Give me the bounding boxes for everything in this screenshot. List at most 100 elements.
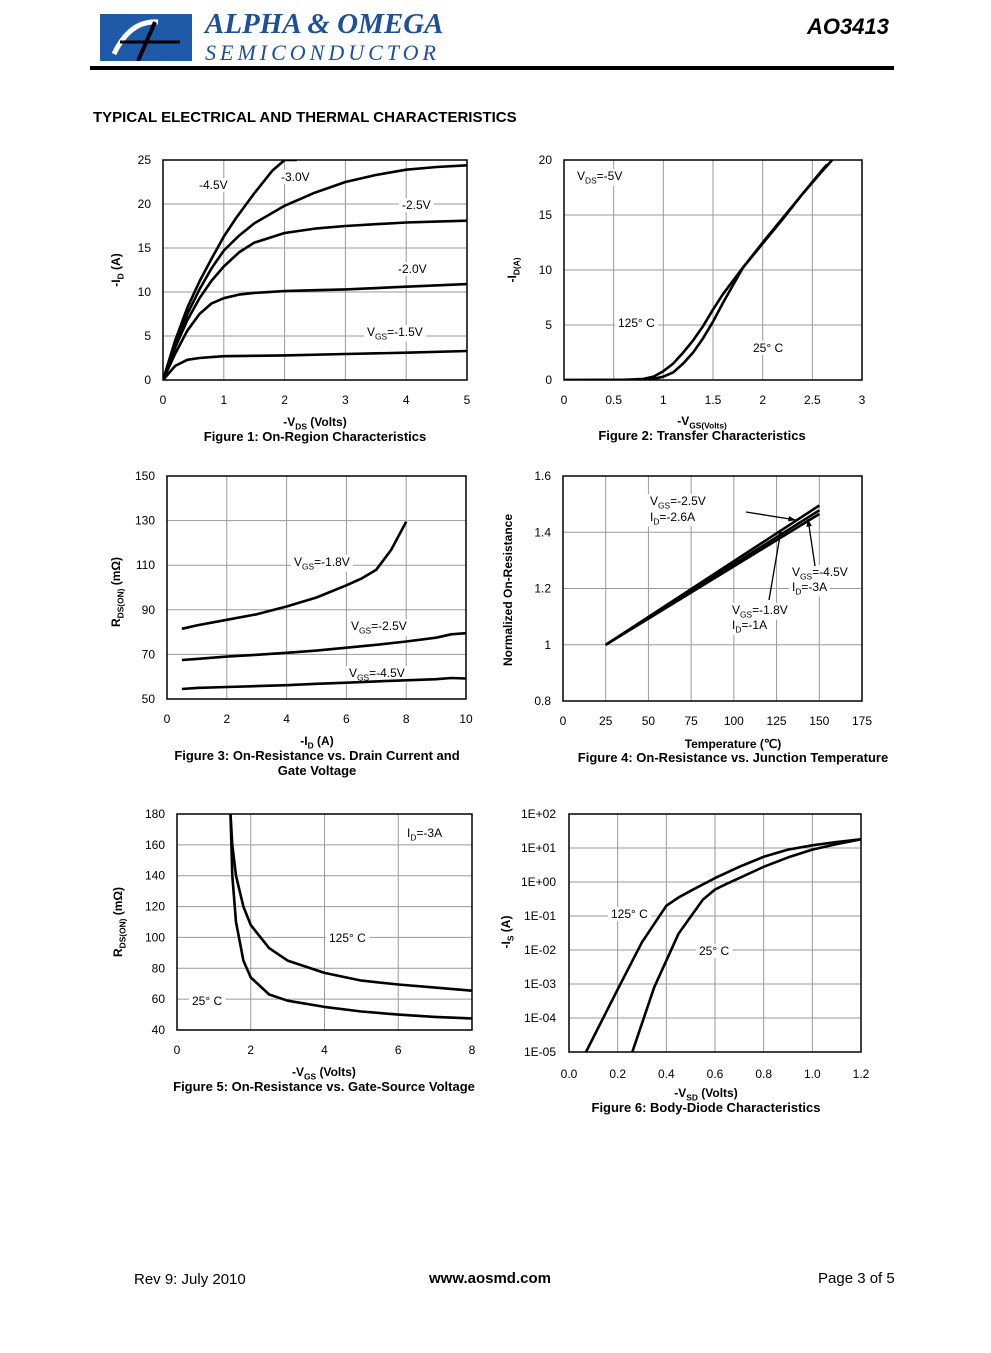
series-line-4 (163, 282, 467, 380)
series-line-2 (631, 838, 861, 1052)
annotation-label: VGS=-4.5V (349, 666, 405, 683)
x-tick-label: 0.8 (755, 1067, 772, 1081)
x-tick-label: 1.5 (705, 393, 722, 407)
series-line-3 (605, 509, 820, 646)
y-tick-label: 10 (539, 263, 553, 277)
y-tick-label: 1 (544, 638, 551, 652)
y-tick-label: 60 (152, 992, 166, 1006)
x-tick-label: 50 (642, 714, 656, 728)
x-tick-label: 2 (247, 1043, 254, 1057)
annotation-label: -2.0V (398, 262, 427, 276)
y-tick-label: 160 (145, 838, 165, 852)
x-tick-label: 1 (220, 393, 227, 407)
x-axis-title: -VDS (Volts) (283, 415, 346, 432)
y-tick-label: 10 (138, 285, 152, 299)
annotation-label: VGS=-1.8V (732, 603, 788, 620)
label-background (346, 666, 408, 683)
y-tick-label: 1E+00 (521, 875, 556, 889)
figure-caption: Figure 6: Body-Diode Characteristics (592, 1100, 821, 1115)
annotation-label: VGS=-2.5V (351, 619, 407, 636)
label-background (189, 994, 226, 1008)
series-line-2 (229, 814, 472, 1020)
x-tick-label: 4 (403, 393, 410, 407)
x-tick-label: 2 (223, 712, 230, 726)
y-tick-label: 0 (545, 373, 552, 387)
y-tick-label: 15 (138, 241, 152, 255)
annotation-label: 125° C (329, 931, 366, 945)
figure-caption: Figure 5: On-Resistance vs. Gate-Source … (173, 1079, 475, 1094)
y-tick-label: 140 (145, 869, 165, 883)
annotation-label: 25° C (192, 994, 222, 1008)
y-tick-label: 1E-05 (524, 1045, 556, 1059)
x-tick-label: 0.4 (658, 1067, 675, 1081)
x-axis-title: -ID (A) (300, 734, 333, 751)
annotation-label: 125° C (618, 316, 655, 330)
series-line-2 (181, 631, 466, 662)
y-tick-label: 180 (145, 807, 165, 821)
x-tick-label: 0 (561, 393, 568, 407)
header-divider (90, 66, 894, 70)
y-tick-label: 0 (144, 373, 151, 387)
x-tick-label: 25 (599, 714, 613, 728)
label-background (326, 931, 370, 945)
arrow-head (788, 516, 796, 522)
series-line-3 (163, 219, 467, 380)
x-tick-label: 6 (343, 712, 350, 726)
chart-figure-5: 0 2 4 6 8 40 60 80 100 120 140 160 180 ID=-3A 125° C 25… (111, 807, 476, 1094)
annotation-label: -3.0V (281, 170, 310, 184)
y-tick-label: 1.6 (534, 469, 551, 483)
label-background (278, 170, 313, 184)
label-background (364, 325, 426, 342)
annotation-label: VDS=-5V (577, 169, 622, 186)
footer-url[interactable]: www.aosmd.com (429, 1270, 551, 1287)
x-tick-label: 75 (684, 714, 698, 728)
y-tick-label: 50 (142, 692, 156, 706)
x-axis-title: -VSD (Volts) (674, 1086, 737, 1103)
y-tick-label: 0.8 (534, 694, 551, 708)
x-tick-label: 4 (321, 1043, 328, 1057)
series-line-1 (229, 814, 472, 992)
annotation-label: VGS=-1.8V (294, 555, 350, 572)
chart-figure-3: 0 2 4 6 8 10 50 70 90 110 130 150 VGS=-1.8V VGS=-2.5V… (109, 469, 473, 778)
x-tick-label: 0 (174, 1043, 181, 1057)
label-background (395, 262, 430, 276)
footer-page-number: Page 3 of 5 (818, 1270, 895, 1287)
part-number: AO3413 (807, 14, 889, 39)
annotation-label: VGS=-2.5V (650, 494, 706, 511)
chart-figure-1: 0 1 2 3 4 5 0 5 10 15 20 25 -4.5V -3.0V -2.5V -2.0V VGS=… (109, 153, 471, 444)
annotation-label: ID=-1A (732, 618, 767, 635)
footer-revision: Rev 9: July 2010 (134, 1271, 246, 1288)
logo-mark-icon (111, 19, 180, 61)
y-tick-label: 150 (135, 469, 155, 483)
label-background (696, 944, 733, 958)
y-tick-label: 1E-02 (524, 943, 556, 957)
y-tick-label: 1E-03 (524, 977, 556, 991)
y-tick-label: 100 (145, 930, 165, 944)
label-background (750, 341, 787, 355)
y-axis-title: RDS(ON) (mΩ) (109, 557, 126, 627)
x-axis-title: Temperature (℃) (685, 737, 782, 751)
series-line-5 (163, 349, 467, 380)
y-tick-label: 1E-04 (524, 1011, 556, 1025)
y-tick-label: 1E+02 (521, 807, 556, 821)
label-background (789, 580, 831, 597)
y-tick-label: 5 (545, 318, 552, 332)
y-tick-label: 20 (138, 197, 152, 211)
annotation-label: 125° C (611, 907, 648, 921)
x-tick-label: 0.0 (561, 1067, 578, 1081)
company-name: ALPHA & OMEGA (205, 8, 444, 40)
x-tick-label: 2 (281, 393, 288, 407)
y-axis-title: -IS (A) (499, 916, 516, 949)
y-tick-label: 70 (142, 647, 156, 661)
leader-arrow (745, 511, 797, 521)
x-tick-label: 6 (395, 1043, 402, 1057)
series-line-3 (181, 676, 466, 691)
plot-frame (568, 813, 862, 1053)
label-background (196, 178, 231, 192)
figure-caption: Figure 4: On-Resistance vs. Junction Tem… (578, 750, 888, 765)
company-logo (100, 14, 192, 61)
plot-frame (562, 475, 863, 702)
x-tick-label: 150 (809, 714, 829, 728)
x-tick-label: 3 (859, 393, 866, 407)
